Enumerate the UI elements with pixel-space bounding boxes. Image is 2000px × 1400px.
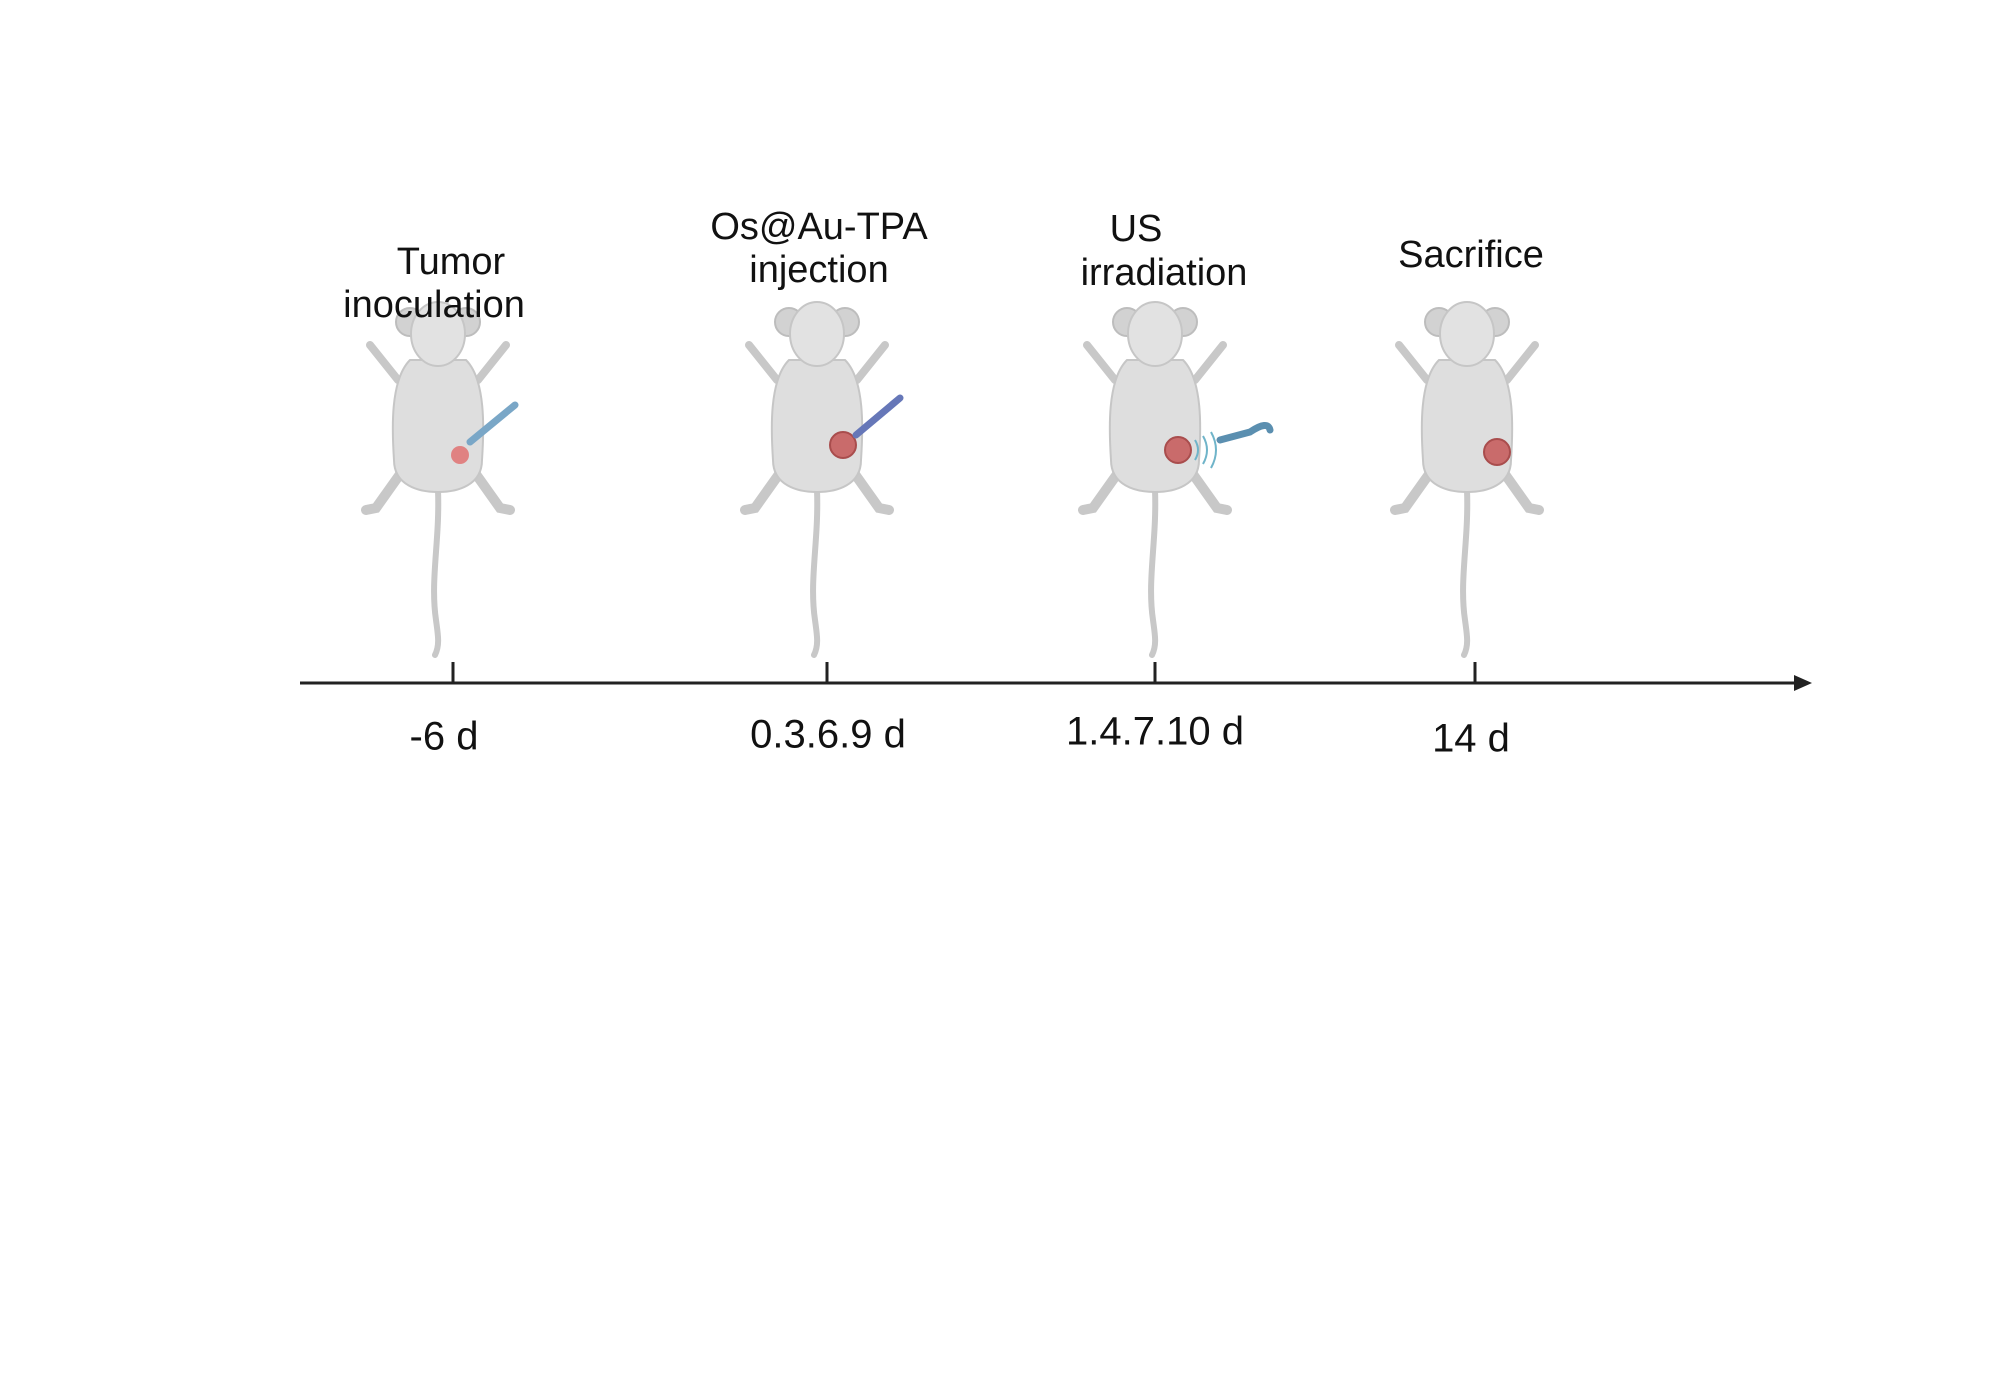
tumor [1483,438,1511,466]
axis-arrow [1794,675,1812,691]
mice [366,302,1539,655]
time-label: -6 d [410,715,479,759]
event-label: Sacrifice [1398,234,1544,276]
timeline-axis [300,662,1812,691]
mouse [1083,302,1227,655]
ultrasound-waves [1194,431,1217,469]
tumor [1164,436,1192,464]
event-label: Tumor [397,241,506,283]
mouse [745,302,889,655]
syringe [466,401,519,446]
procedure-icons [451,394,1511,469]
tumor-cells [451,446,469,464]
mouse [1395,302,1539,655]
syringe [852,394,904,439]
event-label: irradiation [1081,252,1248,294]
event-label: inoculation [343,284,525,326]
mouse [366,302,510,655]
time-labels: -6 d 0.3.6.9 d 1.4.7.10 d 14 d [410,710,1510,761]
time-label: 1.4.7.10 d [1066,710,1244,754]
event-label: Os@Au-TPA [710,206,928,248]
event-labels: Tumor inoculation Os@Au-TPA injection US… [343,206,1544,326]
event-label: injection [749,249,888,291]
time-label: 0.3.6.9 d [750,713,906,757]
ultrasound-probe [1216,422,1274,444]
event-label: US [1110,208,1163,250]
time-label: 14 d [1432,717,1510,761]
tumor [829,431,857,459]
